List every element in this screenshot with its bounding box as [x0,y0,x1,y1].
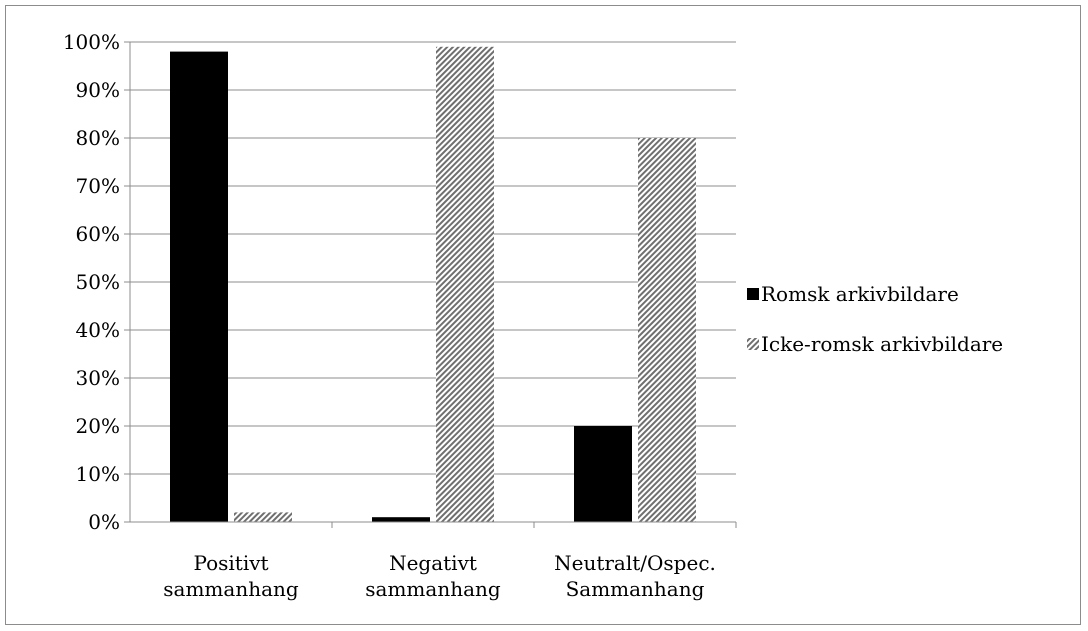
bar-chart: 0% 10% 20% 30% 40% 50% 60% 70% 80% 90% 100% Positi… [63,30,1003,601]
legend: Romsk arkivbildare Icke-romsk arkivbildar… [747,282,1003,356]
y-tick-label: 90% [76,78,120,102]
legend-swatch-1 [747,338,759,350]
gridlines [130,41,736,475]
y-tick-label: 20% [76,414,120,438]
legend-label-1: Icke-romsk arkivbildare [761,332,1003,356]
x-tick-label: Positivt sammanhang [163,551,299,601]
y-tick-label: 0% [88,510,120,534]
bar-romsk-1 [372,517,430,522]
y-tick-label: 60% [76,222,120,246]
bar-romsk-0 [170,51,228,522]
y-tick-label: 10% [76,462,120,486]
y-tick-label: 80% [76,126,120,150]
bar-icke-romsk-2 [638,138,696,522]
y-tick-labels: 0% 10% 20% 30% 40% 50% 60% 70% 80% 90% 100% [63,30,120,534]
y-tick-label: 70% [76,174,120,198]
y-tick-label: 100% [63,30,120,54]
x-tick-label: Neutralt/Ospec. Sammanhang [554,551,716,601]
x-tick-labels: Positivt sammanhang Negativt sammanhang Neut… [163,551,716,601]
bars [170,46,696,523]
axes [124,41,737,528]
y-tick-label: 50% [76,270,120,294]
legend-swatch-0 [747,288,759,300]
bar-romsk-2 [574,426,632,522]
chart-frame: 0% 10% 20% 30% 40% 50% 60% 70% 80% 90% 100% Positi… [5,5,1081,625]
legend-label-0: Romsk arkivbildare [761,282,959,306]
y-tick-label: 40% [76,318,120,342]
y-tick-label: 30% [76,366,120,390]
bar-icke-romsk-1 [436,46,494,523]
bar-icke-romsk-0 [234,512,292,522]
x-tick-label: Negativt sammanhang [365,551,501,601]
